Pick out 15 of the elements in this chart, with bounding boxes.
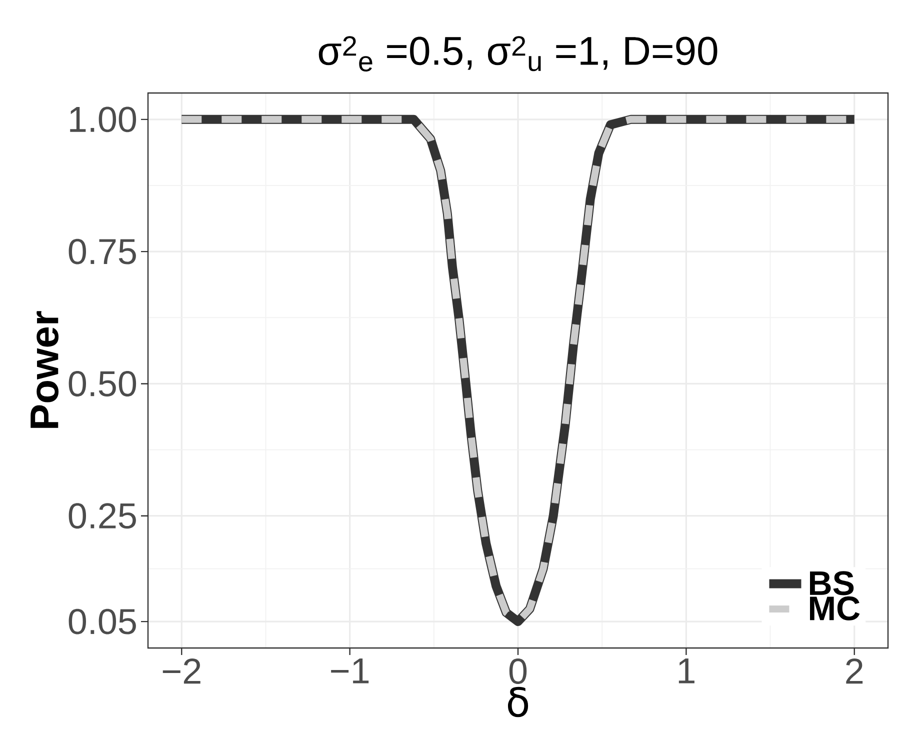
legend-label: MC	[810, 596, 860, 620]
y-tick-label: 1.00	[70, 106, 136, 132]
x-axis-title: δ	[508, 686, 528, 718]
x-tick-label: 2	[846, 658, 863, 684]
x-tick-label: −1	[331, 658, 369, 684]
y-axis-title: Power	[30, 311, 59, 428]
x-tick-label: −2	[162, 658, 200, 684]
y-tick-label: 0.75	[68, 238, 136, 264]
y-tick-label: 0.05	[68, 608, 136, 634]
y-tick-label: 0.50	[68, 370, 136, 396]
legend-label: BS	[810, 571, 854, 596]
x-tick-label: 0	[509, 658, 527, 684]
y-tick-label: 0.25	[68, 503, 136, 529]
chart-title: σ$^{2}$$_{e}$ =0.5, σ$^{2}$$_{u}$ =1, D=90	[318, 36, 718, 72]
x-tick-label: 1	[678, 658, 694, 684]
